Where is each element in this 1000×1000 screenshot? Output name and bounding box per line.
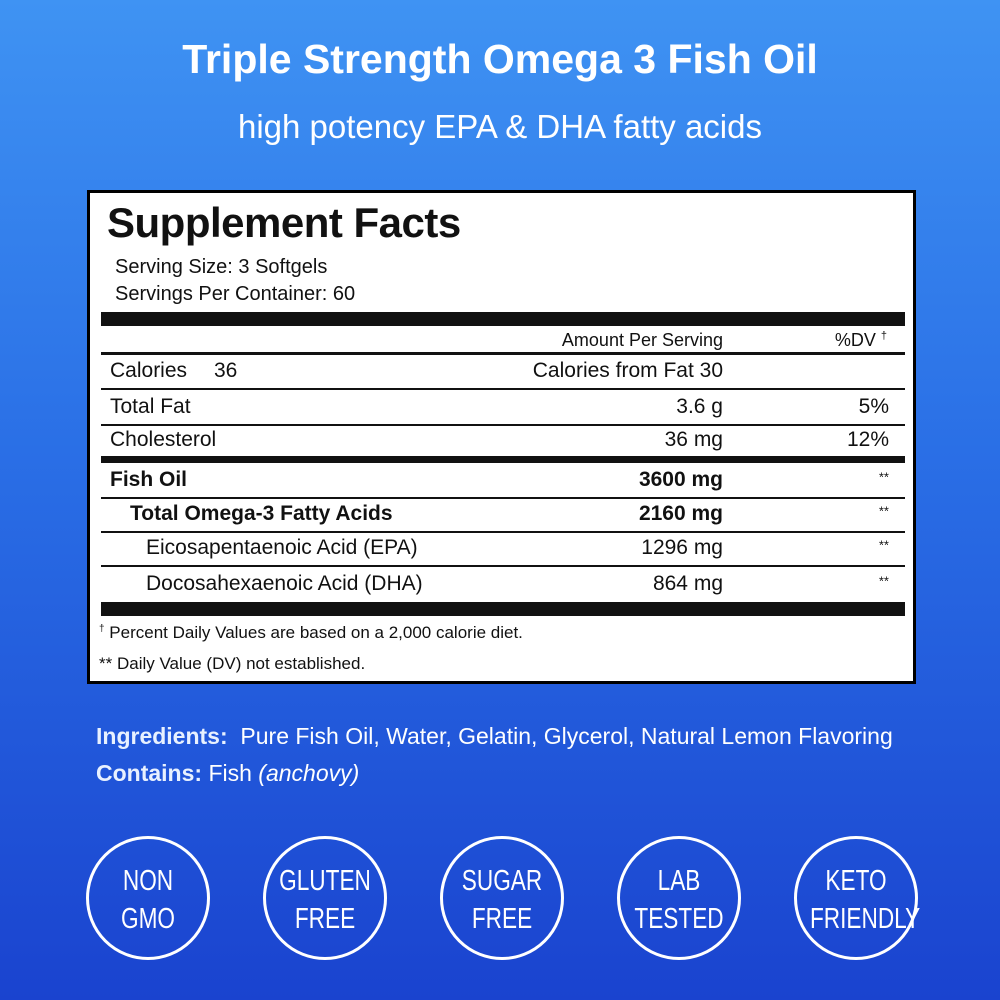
- facts-title: Supplement Facts: [107, 199, 461, 246]
- rule: [101, 388, 905, 390]
- nutrient-dv: 5%: [858, 395, 889, 418]
- nutrient-amount: 36 mg: [664, 428, 723, 451]
- nutrient-name: Total Omega-3 Fatty Acids: [130, 502, 393, 525]
- badge-text: GLUTEN: [279, 865, 371, 897]
- footnote: † Percent Daily Values are based on a 2,…: [99, 623, 523, 643]
- footnote: ** Daily Value (DV) not established.: [99, 654, 365, 674]
- nutrient-amount: 864 mg: [652, 572, 723, 595]
- badge: GLUTEN FREE: [263, 836, 387, 960]
- nutrient-name: Eicosapentaenoic Acid (EPA): [146, 536, 418, 559]
- dv-header: %DV †: [835, 330, 887, 351]
- nutrient-dv: **: [878, 537, 889, 553]
- calories-label: Calories: [110, 359, 188, 382]
- badge: LAB TESTED: [617, 836, 741, 960]
- calories-from-fat: Calories from Fat 30: [532, 359, 723, 382]
- nutrient-dv: 12%: [846, 428, 889, 451]
- contains-label: Contains:: [96, 760, 203, 786]
- badge-text: SUGAR: [461, 865, 543, 897]
- badge: SUGAR FREE: [440, 836, 564, 960]
- contains-note: (anchovy): [258, 760, 360, 786]
- ingredients: Ingredients: Pure Fish Oil, Water, Gelat…: [96, 723, 893, 750]
- ingredients-label: Ingredients:: [96, 723, 228, 749]
- nutrient-amount: 2160 mg: [638, 502, 723, 525]
- nutrient-name: Cholesterol: [110, 428, 217, 451]
- nutrient-amount: 3600 mg: [638, 468, 723, 491]
- rule: [101, 352, 905, 355]
- footnote-text: Percent Daily Values are based on a 2,00…: [109, 623, 523, 642]
- nutrient-amount: 3.6 g: [676, 395, 723, 418]
- rule: [101, 312, 905, 326]
- facts-panel: Supplement Facts Serving Size: 3 Softgel…: [87, 190, 916, 684]
- badge: KETO FRIENDLY: [794, 836, 921, 960]
- amount-header: Amount Per Serving: [561, 330, 723, 350]
- nutrient-dv: **: [878, 503, 889, 519]
- serving-size: Serving Size: 3 Softgels: [115, 256, 328, 278]
- badge-text: TESTED: [634, 903, 724, 935]
- badge-text: KETO: [825, 865, 887, 897]
- nutrient-name: Docosahexaenoic Acid (DHA): [146, 572, 423, 595]
- contains: Contains: Fish (anchovy): [96, 760, 359, 787]
- rule: [101, 456, 905, 463]
- ingredients-text: Pure Fish Oil, Water, Gelatin, Glycerol,…: [240, 723, 893, 749]
- badge-text: NON: [122, 865, 174, 897]
- dv-header-text: %DV: [834, 330, 876, 350]
- badge-text: FREE: [294, 903, 356, 935]
- contains-text: Fish: [208, 760, 252, 786]
- footnote-mark: **: [99, 654, 113, 673]
- footnote-mark: †: [99, 623, 105, 635]
- badge-text: FRIENDLY: [809, 903, 921, 935]
- badge-text: LAB: [657, 865, 701, 897]
- nutrient-dv: **: [878, 573, 889, 589]
- rule: [101, 602, 905, 616]
- nutrient-name: Fish Oil: [110, 468, 188, 491]
- calories-value: 36: [214, 359, 238, 382]
- nutrient-dv: **: [878, 469, 889, 485]
- badge-text: GMO: [120, 903, 176, 935]
- badge-text: FREE: [471, 903, 533, 935]
- rule: [101, 497, 905, 499]
- badge: NON GMO: [86, 836, 210, 960]
- servings-per-container: Servings Per Container: 60: [115, 283, 356, 305]
- title: Triple Strength Omega 3 Fish Oil: [182, 36, 818, 82]
- rule: [101, 565, 905, 567]
- subtitle: high potency EPA & DHA fatty acids: [237, 108, 762, 145]
- footnote-text: Daily Value (DV) not established.: [116, 654, 366, 673]
- nutrient-name: Total Fat: [110, 395, 191, 418]
- nutrient-amount: 1296 mg: [641, 536, 723, 559]
- rule: [101, 424, 905, 426]
- dv-mark: †: [880, 330, 887, 342]
- rule: [101, 531, 905, 533]
